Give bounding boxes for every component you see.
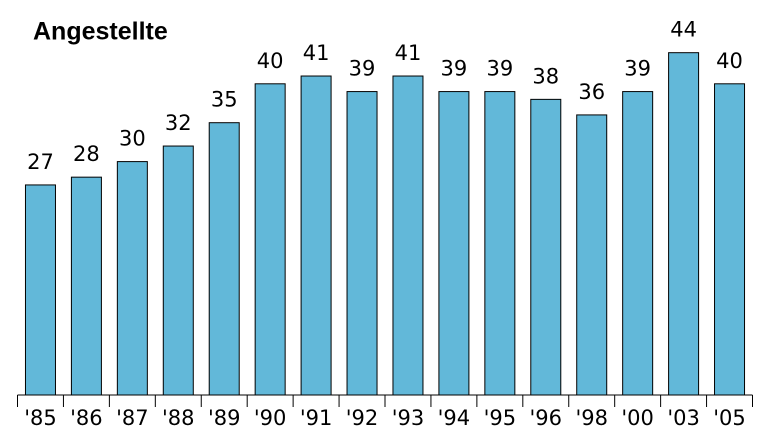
- x-tick-label: '90: [254, 406, 287, 430]
- value-label: 44: [670, 18, 697, 42]
- bar: [162, 145, 194, 396]
- x-tick-label: '91: [300, 406, 333, 430]
- value-label: 41: [303, 41, 330, 65]
- x-tick-label: '89: [208, 406, 241, 430]
- x-tick-label: '88: [162, 406, 195, 430]
- bar: [668, 52, 700, 396]
- bar: [622, 91, 654, 396]
- x-tick-label: '00: [621, 406, 654, 430]
- bar: [530, 98, 562, 396]
- value-label: 39: [441, 57, 468, 81]
- x-tick-label: '93: [392, 406, 425, 430]
- value-label: 28: [73, 142, 100, 166]
- bar: [438, 91, 470, 396]
- x-tick-label: '92: [346, 406, 379, 430]
- bar: [714, 83, 746, 396]
- x-tick-label: '86: [70, 406, 103, 430]
- value-label: 39: [349, 57, 376, 81]
- bar: [24, 184, 56, 396]
- x-tick-label: '87: [116, 406, 149, 430]
- value-label: 35: [211, 88, 238, 112]
- x-tick-label: '85: [24, 406, 57, 430]
- value-label: 39: [486, 57, 513, 81]
- bar: [484, 91, 516, 396]
- x-tick-label: '94: [438, 406, 471, 430]
- bar: [392, 75, 424, 396]
- x-tick-label: '95: [484, 406, 517, 430]
- value-label: 36: [578, 80, 605, 104]
- bar: [300, 75, 332, 396]
- chart-title: Angestellte: [33, 18, 168, 46]
- value-label: 38: [532, 64, 559, 88]
- value-label: 40: [716, 49, 743, 73]
- bar: [208, 122, 240, 396]
- value-label: 39: [624, 57, 651, 81]
- bar: [346, 91, 378, 396]
- bar: [116, 161, 148, 396]
- value-label: 30: [119, 127, 146, 151]
- x-tick-label: '05: [713, 406, 746, 430]
- x-tick-label: '03: [667, 406, 700, 430]
- bar: [254, 83, 286, 396]
- bar: [576, 114, 608, 396]
- value-label: 41: [395, 41, 422, 65]
- x-tick-label: '96: [530, 406, 563, 430]
- value-label: 40: [257, 49, 284, 73]
- value-label: 27: [27, 150, 54, 174]
- value-label: 32: [165, 111, 192, 135]
- x-tick-label: '98: [575, 406, 608, 430]
- bar: [70, 176, 102, 396]
